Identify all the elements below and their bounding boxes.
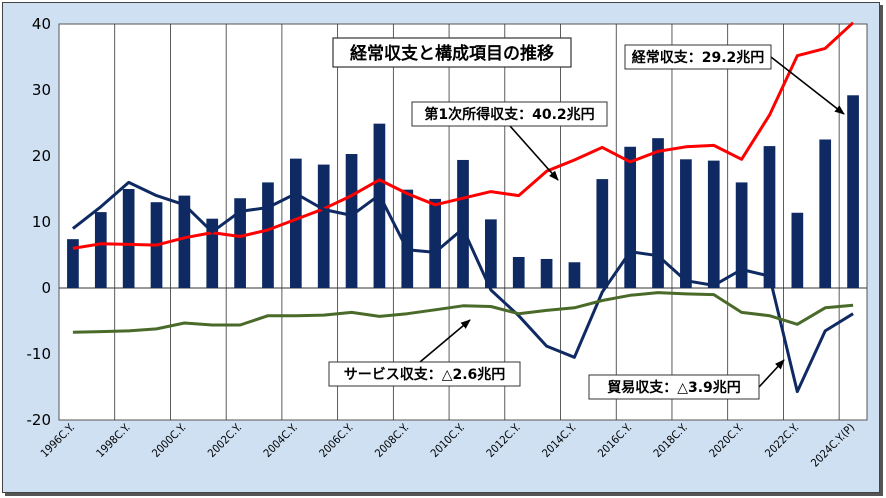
bar bbox=[819, 139, 832, 288]
x-tick-label: 2010C.Y. bbox=[428, 421, 467, 460]
current-account-callout-text: 経常収支：29.2兆円 bbox=[632, 49, 765, 66]
bar bbox=[317, 164, 330, 288]
bar bbox=[568, 262, 581, 288]
trade-balance-callout-text: 貿易収支：△3.9兆円 bbox=[607, 379, 741, 396]
bar bbox=[596, 179, 609, 288]
bar bbox=[707, 160, 720, 288]
y-tick-label: 10 bbox=[32, 213, 51, 231]
primary-income-callout-arrow bbox=[509, 125, 559, 181]
bar bbox=[206, 218, 219, 288]
bar bbox=[680, 159, 692, 288]
bar bbox=[401, 189, 414, 288]
bar bbox=[485, 219, 497, 288]
x-tick-label: 2012C.Y. bbox=[484, 421, 523, 460]
x-tick-label: 2020C.Y. bbox=[707, 421, 746, 460]
primary-income-callout-text: 第1次所得収支：40.2兆円 bbox=[424, 106, 594, 123]
bar bbox=[735, 182, 748, 288]
services-balance-callout-arrow bbox=[419, 319, 471, 363]
bar bbox=[262, 182, 274, 288]
bar bbox=[763, 146, 776, 288]
trade-balance-line bbox=[71, 180, 854, 394]
services-balance-callout-text: サービス収支：△2.6兆円 bbox=[344, 366, 506, 383]
trade-balance-callout-arrow bbox=[758, 359, 785, 388]
bar bbox=[94, 212, 107, 288]
bar bbox=[624, 146, 637, 288]
bar bbox=[345, 154, 358, 288]
services-balance-callout-box bbox=[328, 361, 521, 387]
primary-income-line bbox=[72, 21, 855, 250]
current-account-callout: 経常収支：29.2兆円 bbox=[624, 44, 845, 115]
y-tick-label: 30 bbox=[32, 81, 51, 99]
bar bbox=[457, 159, 469, 288]
bar bbox=[122, 189, 135, 288]
x-tick-label: 2004C.Y. bbox=[261, 421, 300, 460]
trade-balance-callout-box bbox=[588, 374, 760, 400]
x-tick-label: 2008C.Y. bbox=[372, 421, 411, 460]
primary-income-callout-box bbox=[411, 101, 608, 127]
services-balance-line bbox=[72, 291, 854, 334]
x-tick-label: 2006C.Y. bbox=[317, 421, 356, 460]
trade-balance-callout: 貿易収支：△3.9兆円 bbox=[588, 359, 785, 400]
bar bbox=[429, 198, 441, 288]
y-tick-label: 20 bbox=[32, 147, 51, 165]
bar bbox=[847, 95, 859, 288]
x-tick-label: 2016C.Y. bbox=[595, 421, 634, 460]
x-tick-label: 2024C.Y.(P) bbox=[808, 421, 857, 470]
x-tick-label: 2022C.Y. bbox=[762, 421, 801, 460]
bar bbox=[234, 198, 246, 288]
x-tick-label: 2014C.Y. bbox=[540, 421, 579, 460]
bar bbox=[652, 138, 664, 288]
x-tick-label: 2002C.Y. bbox=[205, 421, 244, 460]
x-tick-label: 2000C.Y. bbox=[149, 421, 188, 460]
y-tick-label: 40 bbox=[32, 15, 51, 33]
bar bbox=[540, 258, 553, 288]
bar bbox=[791, 212, 804, 288]
y-tick-label: 0 bbox=[41, 279, 51, 297]
current-account-callout-box bbox=[624, 44, 772, 70]
x-tick-label: 1998C.Y. bbox=[94, 421, 133, 460]
y-tick-label: -10 bbox=[27, 345, 52, 363]
primary-income-callout: 第1次所得収支：40.2兆円 bbox=[411, 101, 608, 181]
chart-title: 経常収支と構成項目の推移 bbox=[332, 37, 572, 68]
current-account-callout-arrow bbox=[770, 56, 845, 115]
bar bbox=[178, 195, 191, 288]
y-tick-label: -20 bbox=[27, 411, 52, 429]
bar bbox=[67, 239, 79, 288]
services-balance-callout: サービス収支：△2.6兆円 bbox=[328, 319, 521, 387]
bar bbox=[289, 158, 302, 288]
x-tick-label: 2018C.Y. bbox=[651, 421, 690, 460]
chart-title-text: 経常収支と構成項目の推移 bbox=[350, 43, 554, 64]
chart-title-box bbox=[332, 37, 572, 68]
bar bbox=[512, 256, 525, 288]
bar bbox=[373, 123, 386, 288]
